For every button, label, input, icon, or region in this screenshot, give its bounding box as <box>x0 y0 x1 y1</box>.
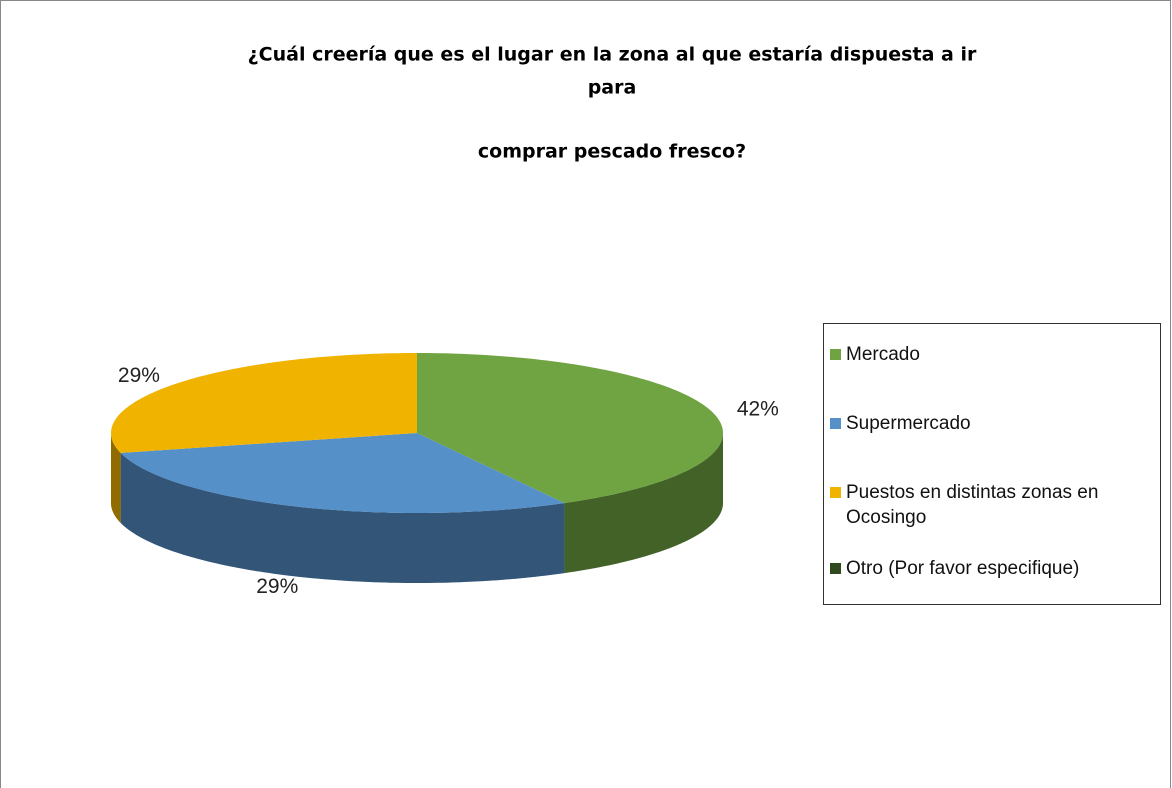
legend-item: Puestos en distintas zonas en Ocosingo <box>830 480 1154 530</box>
slice-side <box>111 433 121 523</box>
legend-swatch <box>830 418 841 429</box>
slice-side-shade <box>120 452 565 583</box>
chart-title: comprar pescado fresco? <box>478 141 746 163</box>
legend-label: Supermercado <box>846 413 971 434</box>
slice <box>120 433 565 513</box>
slice-side <box>564 433 723 574</box>
legend-label: Mercado <box>846 344 920 365</box>
slice <box>111 353 417 453</box>
legend-label: Puestos en distintas zonas en Ocosingo <box>846 482 1099 528</box>
data-label: 29% <box>118 364 160 387</box>
slice-side-shade <box>564 433 723 574</box>
legend-label: Otro (Por favor especifique) <box>846 558 1080 579</box>
data-label: 42% <box>737 398 779 421</box>
legend-swatch <box>830 487 841 498</box>
legend-item: Supermercado <box>830 411 1154 436</box>
legend-item: Mercado <box>830 342 1154 367</box>
legend-swatch <box>830 563 841 574</box>
legend: Mercado Supermercado Puestos en distintas … <box>823 323 1161 605</box>
legend-item: Otro (Por favor especifique) <box>830 556 1154 581</box>
slice-side-shade <box>111 433 121 523</box>
legend-swatch <box>830 349 841 360</box>
chart-title: para <box>588 77 637 99</box>
slice-side <box>120 452 565 583</box>
slice <box>417 353 723 504</box>
chart-title: ¿Cuál creería que es el lugar en la zona… <box>248 44 977 66</box>
data-label: 29% <box>256 575 298 598</box>
